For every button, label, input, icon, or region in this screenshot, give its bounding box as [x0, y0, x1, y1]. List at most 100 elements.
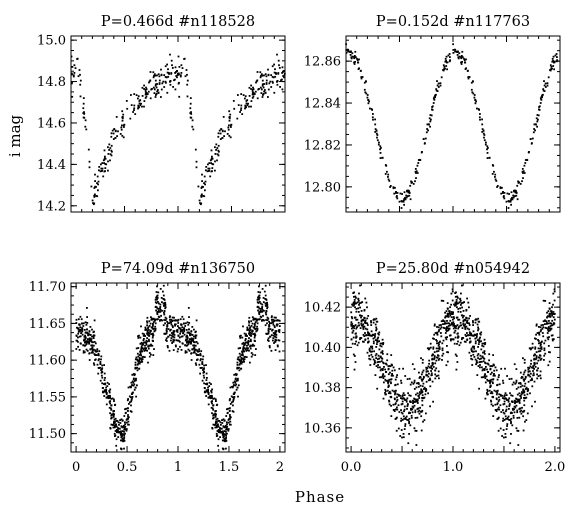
data-point — [264, 73, 267, 76]
data-point — [134, 364, 137, 366]
data-point — [416, 416, 419, 419]
data-point — [144, 326, 147, 329]
data-point — [502, 382, 505, 384]
data-point — [466, 319, 469, 322]
data-point — [125, 100, 128, 102]
data-point — [426, 123, 429, 126]
data-point — [517, 180, 519, 183]
data-point — [433, 351, 436, 353]
data-point — [103, 372, 106, 375]
data-point — [130, 104, 133, 106]
data-point — [136, 352, 139, 355]
data-point — [163, 313, 166, 316]
data-point — [212, 163, 215, 166]
data-point — [266, 319, 269, 322]
data-point — [89, 348, 92, 351]
data-point — [257, 88, 260, 91]
data-point — [231, 396, 234, 399]
data-point — [97, 359, 100, 362]
data-point — [396, 197, 399, 200]
data-point — [403, 191, 406, 194]
data-point — [555, 53, 558, 55]
data-point — [131, 373, 134, 376]
data-point — [125, 421, 128, 424]
data-point — [510, 203, 512, 206]
data-point — [380, 376, 382, 379]
data-point — [518, 382, 520, 385]
data-point — [140, 341, 143, 344]
data-point — [123, 126, 125, 128]
data-point — [209, 395, 212, 397]
data-point — [361, 315, 363, 317]
data-point — [395, 191, 397, 193]
data-point — [431, 354, 433, 357]
data-point — [240, 334, 242, 337]
data-point — [351, 317, 354, 320]
data-point — [134, 378, 137, 381]
data-point — [457, 318, 459, 321]
data-point — [77, 332, 80, 335]
data-point — [481, 344, 484, 347]
data-point — [542, 324, 544, 326]
data-point — [477, 357, 479, 359]
data-point — [215, 400, 217, 402]
data-point — [351, 52, 354, 55]
data-point — [351, 303, 353, 306]
data-point — [148, 332, 151, 335]
data-point — [241, 342, 244, 345]
data-point — [360, 316, 362, 319]
data-point — [94, 342, 97, 345]
data-point — [169, 53, 171, 56]
data-point — [126, 107, 129, 110]
data-point — [492, 395, 494, 398]
data-point — [549, 329, 551, 332]
data-point — [471, 334, 474, 337]
data-point — [357, 298, 360, 301]
data-point — [148, 355, 151, 358]
data-point — [493, 374, 495, 376]
data-point — [480, 357, 482, 360]
data-point — [353, 291, 355, 294]
data-point — [432, 400, 434, 403]
data-point — [414, 168, 417, 170]
data-point — [429, 377, 431, 380]
data-point — [275, 316, 277, 319]
data-point — [143, 356, 146, 358]
data-point — [137, 360, 139, 362]
data-point — [469, 332, 471, 334]
data-point — [364, 320, 367, 323]
data-point — [271, 65, 274, 68]
data-point — [86, 340, 88, 343]
data-point — [539, 374, 542, 377]
data-point — [123, 123, 126, 126]
data-point — [440, 299, 443, 302]
data-point — [245, 356, 248, 358]
data-point — [272, 76, 275, 79]
data-point — [540, 324, 543, 327]
data-point — [363, 81, 366, 84]
data-point — [117, 130, 119, 133]
plot-frame-1 — [70, 35, 286, 213]
data-point — [190, 338, 192, 341]
data-point — [452, 311, 454, 314]
data-point — [512, 407, 514, 410]
data-point — [104, 390, 106, 393]
data-point — [486, 390, 489, 393]
data-point — [185, 335, 188, 338]
data-point — [427, 379, 430, 382]
data-point — [261, 310, 264, 313]
data-point — [409, 184, 412, 187]
data-point — [210, 390, 213, 392]
data-point — [230, 395, 233, 398]
data-point — [140, 348, 143, 351]
data-point — [214, 424, 216, 426]
data-point — [174, 72, 176, 74]
data-point — [441, 354, 444, 357]
data-point — [407, 392, 409, 395]
data-point — [146, 316, 149, 319]
data-point — [84, 321, 87, 324]
data-point — [80, 318, 83, 321]
data-point — [431, 109, 434, 111]
data-point — [107, 153, 110, 155]
data-point — [224, 426, 226, 428]
